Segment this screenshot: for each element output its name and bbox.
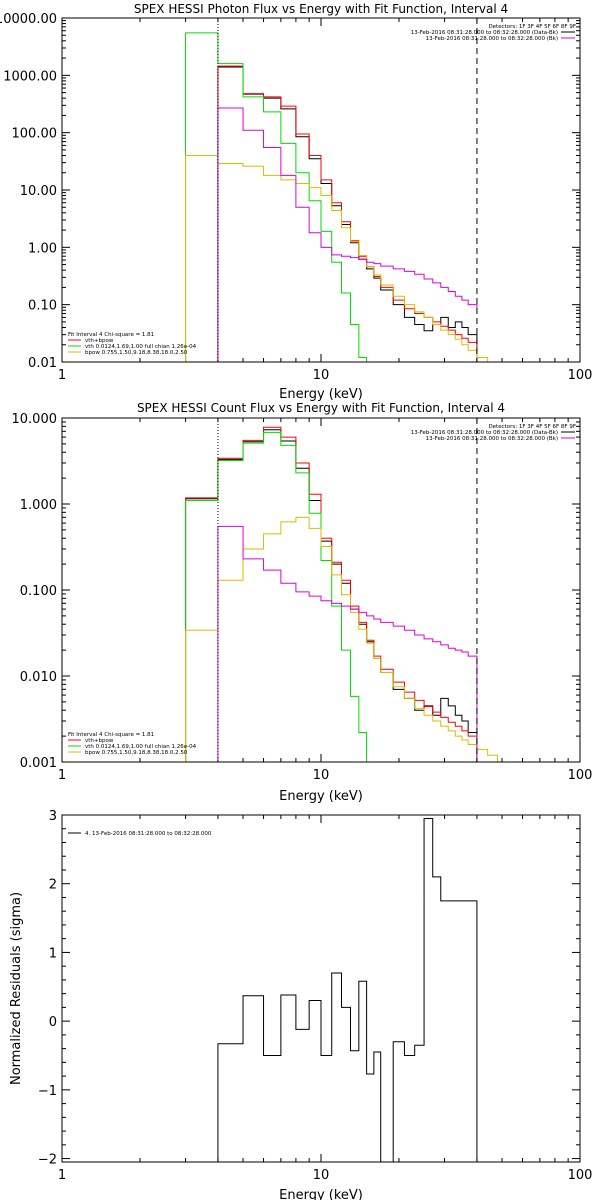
residuals-panel: 1 10 100 −2 −1 0 1 2 3 Energy (keV) Normalized Res… — [9, 809, 592, 1200]
legend-entry: 13-Feb-2016 08:31:28.000 to 08:32:28.000… — [426, 36, 558, 42]
residuals-frame — [61, 814, 581, 1163]
x-tick-label: 1 — [58, 768, 66, 783]
y-tick-label: 1.000 — [20, 498, 57, 513]
residuals-x-axis-title: Energy (keV) — [279, 1188, 363, 1200]
y-tick-label: 3 — [49, 809, 57, 824]
y-tick-label: 10.00 — [20, 184, 57, 199]
photon-flux-legend-left: Fit Interval 4 Chi-square = 1.81vth+bpow… — [68, 332, 197, 356]
x-tick-label: 100 — [568, 1168, 593, 1183]
y-tick-label: −1 — [38, 1084, 57, 1099]
y-tick-label: 1.00 — [28, 241, 57, 256]
x-tick-label: 1 — [58, 1168, 66, 1183]
legend-entry: Detectors: 1F 3F 4F 5F 6F 8F 9F — [488, 424, 576, 430]
residuals-y-axis-title: Normalized Residuals (sigma) — [9, 892, 24, 1085]
count-flux-series-bpow — [185, 516, 535, 762]
legend-entry: bpow 0.755,1.50,9.18,8.38,18.0,2.50 — [85, 750, 188, 756]
legend-entry: bpow 0.755,1.50,9.18,8.38,18.0,2.50 — [85, 350, 188, 356]
x-tick-label: 1 — [58, 368, 66, 383]
photon-flux-frame — [61, 17, 581, 363]
y-tick-label: −2 — [38, 1153, 57, 1168]
legend-entry: 13-Feb-2016 08:31:28.000 to 08:32:28.000… — [426, 436, 558, 442]
y-tick-label: 0.01 — [28, 356, 57, 371]
photon-flux-series-total_fit — [217, 65, 478, 362]
x-tick-label: 10 — [313, 368, 330, 383]
photon-flux-series-data — [217, 66, 478, 362]
photon-flux-title: SPEX HESSI Photon Flux vs Energy with Fi… — [134, 2, 508, 16]
count-flux-frame — [61, 417, 581, 763]
legend-entry: 13-Feb-2016 08:31:28.000 to 08:32:28.000… — [411, 430, 558, 436]
y-tick-label: 1 — [49, 946, 57, 961]
y-tick-label: 0.100 — [20, 584, 57, 599]
count-flux-plot-area — [185, 418, 535, 762]
legend-entry: Fit Interval 4 Chi-square = 1.81 — [68, 732, 154, 738]
photon-flux-series-background — [217, 107, 478, 362]
y-tick-label: 0.10 — [28, 299, 57, 314]
photon-flux-x-axis-title: Energy (keV) — [279, 387, 363, 402]
residuals-legend-left: 4. 13-Feb-2016 08:31:28.000 to 08:32:28.… — [68, 831, 212, 837]
count-flux-x-axis-title: Energy (keV) — [279, 789, 363, 804]
legend-entry: Detectors: 1F 3F 4F 5F 6F 8F 9F — [488, 24, 576, 30]
count-flux-y-ticks: 0.001 0.010 0.100 1.000 10.000 — [12, 412, 580, 771]
legend-entry: 4. 13-Feb-2016 08:31:28.000 to 08:32:28.… — [85, 831, 212, 837]
legend-entry: vth 0.0124,1.69,1.00 full chian 1.26e-04 — [85, 744, 197, 750]
photon-flux-x-ticks: 1 10 100 — [58, 18, 593, 383]
y-tick-label: 2 — [49, 878, 57, 893]
residuals-y-ticks: −2 −1 0 1 2 3 — [38, 809, 580, 1168]
residuals-series-data — [217, 817, 478, 1162]
photon-flux-panel: SPEX HESSI Photon Flux vs Energy with Fi… — [0, 2, 592, 402]
count-flux-series-vth — [185, 431, 374, 762]
count-flux-legend-left: Fit Interval 4 Chi-square = 1.81vth+bpow… — [68, 732, 197, 756]
legend-entry: vth+bpow — [85, 738, 114, 744]
x-tick-label: 100 — [568, 768, 593, 783]
y-tick-label: 100.00 — [12, 127, 58, 142]
count-flux-panel: SPEX HESSI Count Flux vs Energy with Fit… — [12, 401, 593, 804]
photon-flux-series-bpow — [185, 154, 507, 362]
y-tick-label: 10.000 — [12, 412, 58, 427]
photon-flux-legend-right: Detectors: 1F 3F 4F 5F 6F 8F 9F13-Feb-20… — [411, 24, 576, 42]
count-flux-series-background — [217, 525, 478, 762]
x-tick-label: 10 — [313, 768, 330, 783]
x-tick-label: 10 — [313, 1168, 330, 1183]
legend-entry: vth 0.0124,1.69,1.00 full chian 1.26e-04 — [85, 344, 197, 350]
residuals-plot-area — [217, 817, 478, 1162]
residuals-x-ticks: 1 10 100 — [58, 815, 593, 1183]
photon-flux-plot-area — [185, 18, 507, 362]
photon-flux-y-ticks: 0.01 0.10 1.00 10.00 100.00 1000.00 10000.00 — [0, 12, 580, 371]
count-flux-legend-right: Detectors: 1F 3F 4F 5F 6F 8F 9F13-Feb-20… — [411, 424, 576, 442]
photon-flux-series-vth — [185, 32, 374, 362]
y-tick-label: 10000.00 — [0, 12, 57, 27]
count-flux-title: SPEX HESSI Count Flux vs Energy with Fit… — [137, 401, 505, 415]
count-flux-x-ticks: 1 10 100 — [58, 418, 593, 783]
legend-entry: vth+bpow — [85, 338, 114, 344]
y-tick-label: 0 — [49, 1015, 57, 1030]
y-tick-label: 0.001 — [20, 756, 57, 771]
x-tick-label: 100 — [568, 368, 593, 383]
y-tick-label: 0.010 — [20, 670, 57, 685]
legend-entry: 13-Feb-2016 08:31:28.000 to 08:32:28.000… — [411, 30, 558, 36]
legend-entry: Fit Interval 4 Chi-square = 1.81 — [68, 332, 154, 338]
y-tick-label: 1000.00 — [3, 69, 57, 84]
